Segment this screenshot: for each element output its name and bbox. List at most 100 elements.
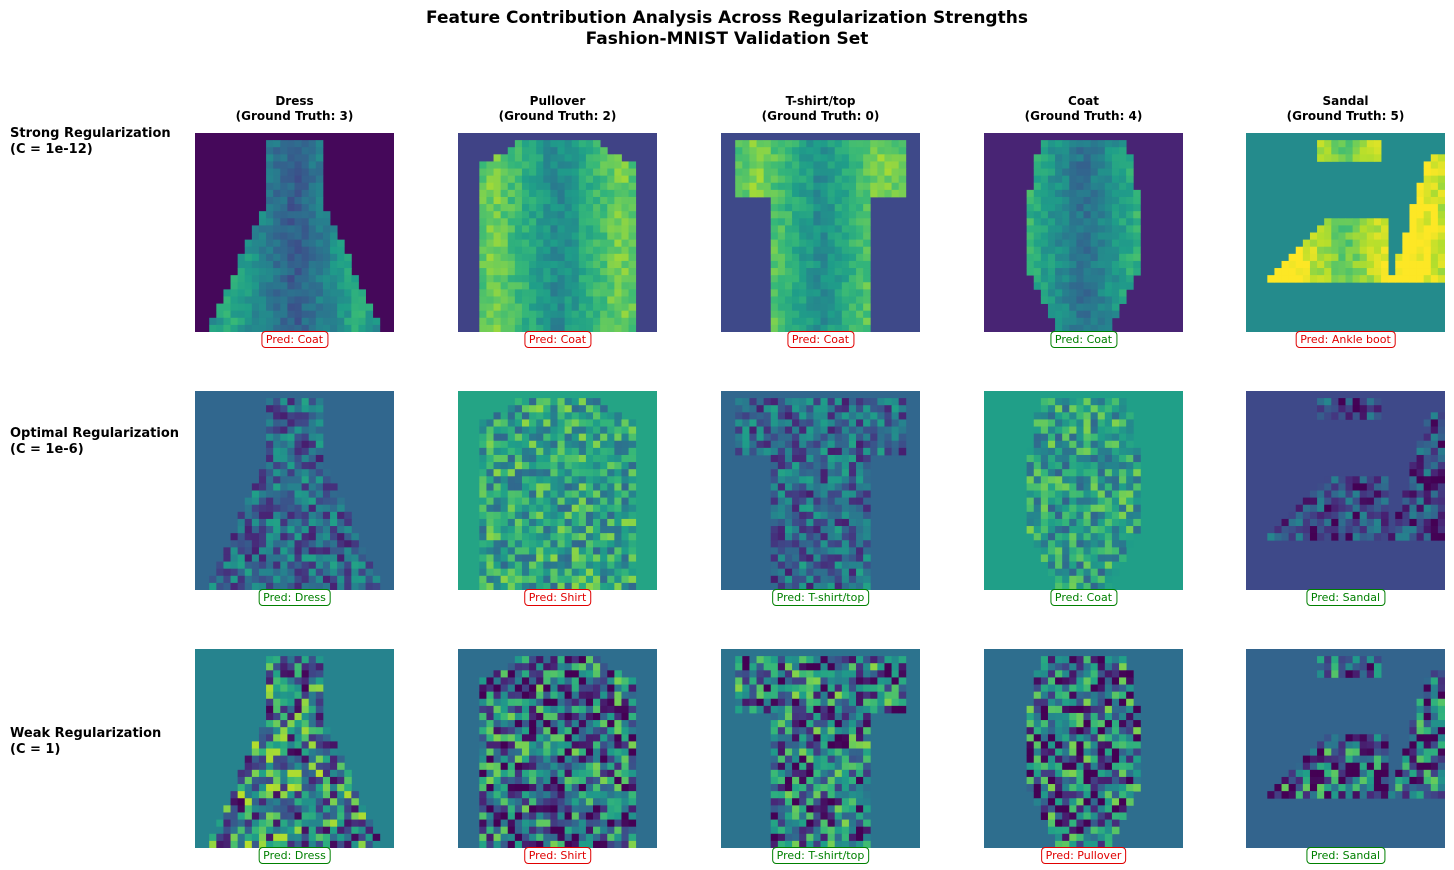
- heatmap-cell: [1033, 412, 1042, 420]
- heatmap-cell: [344, 275, 352, 283]
- heatmap-cell: [273, 826, 281, 835]
- heatmap-cell: [1026, 239, 1035, 248]
- heatmap-cell: [600, 175, 608, 184]
- heatmap-cell: [1047, 303, 1056, 312]
- heatmap-cell: [280, 476, 288, 484]
- heatmap-cell: [479, 204, 487, 212]
- heatmap-cell: [1437, 268, 1445, 276]
- heatmap-cell: [1026, 218, 1035, 226]
- heatmap-cell: [1047, 282, 1056, 290]
- heatmap-cell: [578, 741, 587, 749]
- heatmap-cell: [1126, 175, 1134, 184]
- heatmap-cell: [585, 433, 594, 442]
- heatmap-cell: [507, 196, 516, 205]
- heatmap-cell: [507, 440, 516, 449]
- heatmap-cell: [521, 734, 530, 742]
- heatmap-cell: [777, 476, 786, 484]
- heatmap-cell: [500, 727, 509, 735]
- heatmap-cell: [514, 540, 523, 548]
- heatmap-cell: [870, 147, 878, 155]
- heatmap-cell: [266, 748, 274, 757]
- heatmap-cell: [301, 784, 310, 792]
- heatmap-cell: [301, 526, 310, 534]
- heatmap-cell: [841, 196, 850, 205]
- heatmap-cell: [308, 826, 317, 835]
- heatmap-cell: [1111, 568, 1120, 577]
- heatmap-cell: [628, 419, 637, 427]
- heatmap-cell: [237, 769, 246, 778]
- heatmap-cell: [486, 798, 494, 806]
- heatmap-cell: [571, 303, 580, 312]
- heatmap-cell: [514, 447, 523, 456]
- heatmap-cell: [486, 776, 494, 785]
- heatmap-cell: [315, 405, 324, 413]
- heatmap-cell: [1055, 440, 1063, 449]
- heatmap-cell: [529, 769, 537, 778]
- heatmap-cell: [514, 504, 523, 513]
- heatmap-cell: [628, 720, 637, 728]
- heatmap-cell: [614, 677, 622, 685]
- heatmap-cell: [237, 547, 246, 555]
- heatmap-cell: [244, 303, 253, 312]
- heatmap-cell: [799, 440, 807, 449]
- heatmap-cell: [337, 784, 345, 792]
- heatmap-cell: [273, 798, 281, 806]
- heatmap-cell: [1381, 260, 1389, 269]
- heatmap-cell: [777, 518, 786, 527]
- heatmap-cell: [806, 196, 814, 205]
- heatmap-cell: [564, 398, 573, 406]
- heatmap-cell: [806, 476, 814, 484]
- heatmap-cell: [848, 497, 857, 506]
- feature-contribution-heatmap: [721, 133, 920, 332]
- heatmap-cell: [543, 268, 551, 276]
- heatmap-cell: [301, 554, 310, 562]
- heatmap-cell: [1324, 246, 1332, 255]
- heatmap-cell: [600, 303, 608, 312]
- heatmap-cell: [543, 497, 551, 506]
- heatmap-cell: [863, 426, 871, 435]
- heatmap-cell: [1423, 218, 1432, 226]
- heatmap-cell: [529, 762, 537, 771]
- heatmap-cell: [337, 568, 345, 577]
- heatmap-cell: [1126, 419, 1134, 427]
- heatmap-cell: [578, 568, 587, 577]
- heatmap-cell: [1430, 196, 1439, 205]
- heatmap-cell: [1338, 232, 1346, 241]
- heatmap-cell: [486, 239, 494, 248]
- heatmap-cell: [507, 447, 516, 456]
- heatmap-cell: [792, 324, 800, 332]
- heatmap-cell: [578, 324, 587, 332]
- heatmap-cell: [280, 310, 288, 319]
- heatmap-cell: [834, 490, 843, 499]
- heatmap-cell: [621, 189, 629, 198]
- heatmap-cell: [1083, 582, 1092, 590]
- heatmap-cell: [1373, 218, 1382, 226]
- heatmap-cell: [1097, 218, 1106, 226]
- heatmap-cell: [529, 147, 537, 155]
- heatmap-cell: [1062, 469, 1070, 477]
- heatmap-cell: [322, 840, 331, 848]
- heatmap-cell: [358, 289, 366, 297]
- heatmap-cell: [571, 833, 580, 842]
- heatmap-cell: [308, 189, 317, 198]
- heatmap-cell: [550, 454, 558, 463]
- heatmap-cell: [301, 727, 310, 735]
- heatmap-cell: [578, 691, 587, 700]
- heatmap-cell: [1423, 268, 1432, 276]
- heatmap-cell: [607, 798, 615, 806]
- heatmap-cell: [230, 303, 239, 312]
- heatmap-cell: [1026, 204, 1035, 212]
- heatmap-cell: [834, 454, 843, 463]
- heatmap-cell: [1119, 433, 1127, 442]
- heatmap-cell: [550, 154, 558, 162]
- heatmap-cell: [1069, 175, 1077, 184]
- heatmap-cell: [486, 547, 494, 555]
- heatmap-cell: [1111, 296, 1120, 304]
- heatmap-cell: [529, 239, 537, 248]
- heatmap-cell: [593, 310, 601, 319]
- heatmap-cell: [1033, 469, 1042, 477]
- heatmap-cell: [806, 518, 814, 527]
- heatmap-cell: [784, 182, 793, 191]
- heatmap-cell: [521, 755, 530, 764]
- heatmap-cell: [1359, 518, 1368, 527]
